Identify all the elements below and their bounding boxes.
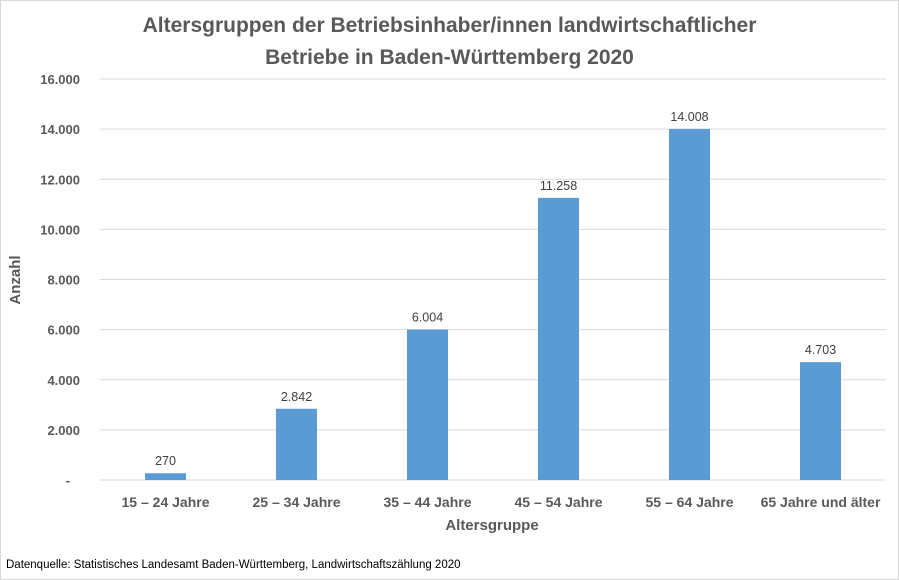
bar: [538, 197, 579, 480]
x-tick-label: 55 – 64 Jahre: [646, 494, 734, 510]
x-tick-label: 45 – 54 Jahre: [515, 494, 603, 510]
data-label: 2.842: [281, 390, 312, 404]
y-tick-label: 14.000: [40, 122, 80, 137]
chart-title-line-1: Altersgruppen der Betriebsinhaber/innen …: [142, 14, 757, 37]
y-tick-label: -: [66, 473, 70, 488]
y-axis-title: Anzahl: [7, 255, 24, 304]
x-tick-label: 65 Jahre und älter: [761, 494, 881, 510]
y-tick-label: 12.000: [40, 172, 80, 187]
data-label: 6.004: [412, 311, 443, 325]
bar: [800, 362, 841, 480]
bar: [145, 473, 186, 480]
data-label: 14.008: [670, 110, 708, 124]
chart-title-line-2: Betriebe in Baden-Württemberg 2020: [265, 46, 634, 69]
data-source-note: Datenquelle: Statistisches Landesamt Bad…: [6, 559, 461, 571]
data-label: 4.703: [805, 343, 836, 357]
x-tick-label: 15 – 24 Jahre: [122, 494, 210, 510]
bar: [407, 329, 448, 480]
y-tick-label: 6.000: [47, 323, 80, 338]
data-label: 270: [155, 454, 176, 468]
bar: [276, 408, 317, 480]
y-tick-label: 16.000: [40, 72, 80, 87]
x-axis-title: Altersgruppe: [445, 517, 538, 534]
y-tick-label: 10.000: [40, 222, 80, 237]
y-tick-label: 4.000: [47, 373, 80, 388]
y-tick-label: 2.000: [47, 423, 80, 438]
x-tick-label: 25 – 34 Jahre: [253, 494, 341, 510]
y-tick-label: 8.000: [47, 273, 80, 288]
data-label: 11.258: [540, 179, 577, 193]
chart-title: Altersgruppen der Betriebsinhaber/innen …: [0, 10, 899, 74]
bar: [669, 128, 710, 480]
x-tick-label: 35 – 44 Jahre: [384, 494, 472, 510]
